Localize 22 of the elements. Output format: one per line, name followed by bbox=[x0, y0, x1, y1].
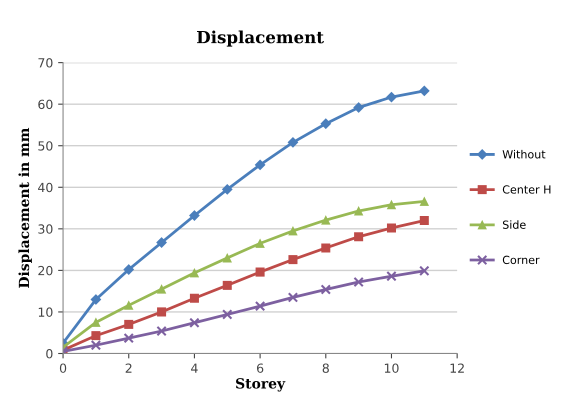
y-axis-title: Displacement in mm bbox=[18, 128, 32, 288]
x-tick-label: 10 bbox=[384, 363, 399, 373]
y-tick-label: 70 bbox=[38, 58, 53, 68]
x-tick-label: 8 bbox=[322, 363, 329, 373]
x-tick-label: 12 bbox=[450, 363, 464, 373]
x-axis-title: Storey bbox=[236, 378, 286, 392]
legend-label: Without bbox=[502, 150, 546, 158]
x-tick-label: 6 bbox=[257, 363, 264, 373]
y-tick-label: 10 bbox=[38, 307, 53, 317]
x-tick-label: 2 bbox=[126, 363, 132, 373]
y-tick-label: 0 bbox=[46, 348, 53, 358]
y-tick-label: 20 bbox=[38, 266, 53, 276]
y-tick-label: 50 bbox=[38, 141, 53, 151]
x-tick-label: 0 bbox=[60, 363, 66, 373]
y-tick-label: 60 bbox=[38, 100, 53, 110]
y-tick-label: 30 bbox=[38, 224, 53, 234]
legend-label: Side bbox=[502, 220, 526, 229]
legend-label: Center H bbox=[502, 185, 550, 194]
x-tick-label: 4 bbox=[191, 364, 198, 373]
y-tick-label: 40 bbox=[38, 182, 53, 192]
legend-label: Corner bbox=[502, 256, 540, 264]
chart-title: Displacement bbox=[197, 30, 324, 47]
